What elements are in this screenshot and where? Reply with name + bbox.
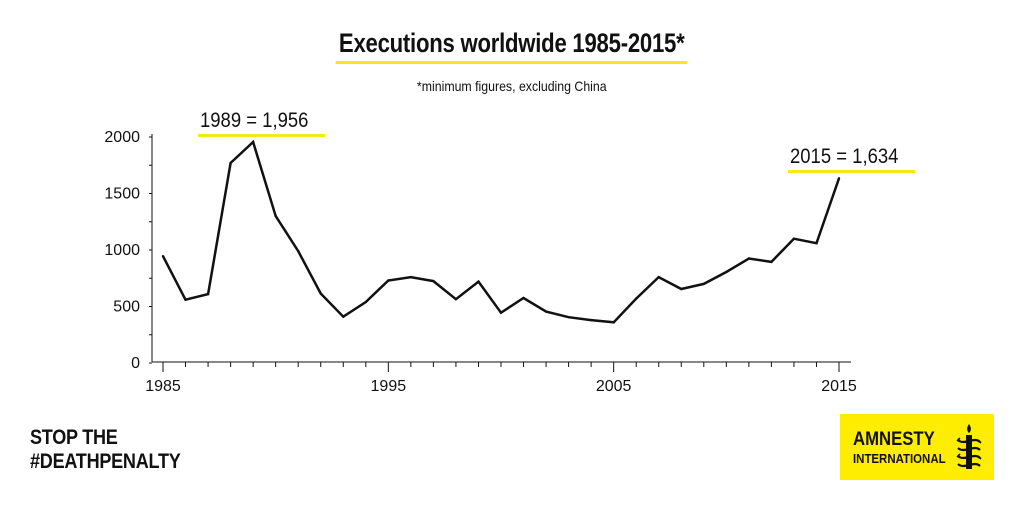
chart-subtitle: *minimum figures, excluding China (0, 78, 1024, 94)
data-point (342, 315, 345, 318)
data-point (747, 257, 751, 260)
subtitle-text: *minimum figures, excluding China (417, 78, 607, 94)
data-point (251, 140, 255, 144)
data-point (522, 296, 525, 300)
campaign-tagline: STOP THE #DEATHPENALTY (30, 426, 205, 474)
logo-line-1: AMNESTY (853, 429, 935, 450)
peak-annotation-text: 1989 = 1,956 (200, 109, 309, 132)
data-point (206, 292, 210, 296)
data-point (499, 311, 503, 314)
data-point (477, 280, 480, 283)
data-point (792, 237, 796, 240)
data-point (657, 275, 660, 279)
data-point (229, 161, 232, 165)
data-point (274, 214, 277, 218)
chart-title: Executions worldwide 1985-2015* (335, 28, 689, 64)
data-point (387, 279, 390, 282)
latest-annotation: 2015 = 1,634 (788, 145, 916, 173)
data-point (589, 318, 593, 322)
data-point (297, 249, 300, 253)
tagline-line-1: STOP THE (30, 426, 118, 449)
data-point (635, 297, 638, 300)
x-tick-label: 2005 (596, 378, 632, 395)
y-tick-label: 1500 (104, 186, 140, 203)
data-point (161, 255, 165, 258)
x-tick-label: 1995 (371, 378, 407, 395)
x-tick-label: 1985 (145, 378, 181, 395)
data-point (544, 310, 548, 313)
series-line (161, 139, 841, 324)
y-tick-label: 2000 (104, 129, 140, 146)
peak-annotation: 1989 = 1,956 (198, 109, 326, 137)
latest-annotation-text: 2015 = 1,634 (790, 145, 899, 168)
candle-barbed-wire-icon (956, 424, 982, 469)
data-point (725, 270, 728, 274)
logo-line-2: INTERNATIONAL (853, 451, 946, 466)
x-tick-label: 2015 (821, 378, 857, 395)
data-point (612, 321, 615, 324)
data-point (432, 279, 435, 283)
data-point (680, 287, 683, 291)
data-point (184, 298, 187, 301)
y-tick-label: 0 (131, 355, 140, 372)
data-point (454, 297, 458, 301)
y-tick-label: 500 (113, 299, 140, 316)
data-point (815, 242, 818, 245)
data-point (409, 275, 413, 279)
data-point (702, 282, 705, 286)
data-point (567, 316, 570, 319)
amnesty-logo: AMNESTY INTERNATIONAL (840, 414, 994, 480)
y-tick-label: 1000 (104, 242, 140, 259)
data-point (770, 260, 773, 264)
data-point (319, 292, 322, 295)
tagline-line-2: #DEATHPENALTY (30, 450, 181, 473)
data-point (364, 300, 367, 304)
data-point (837, 177, 841, 180)
